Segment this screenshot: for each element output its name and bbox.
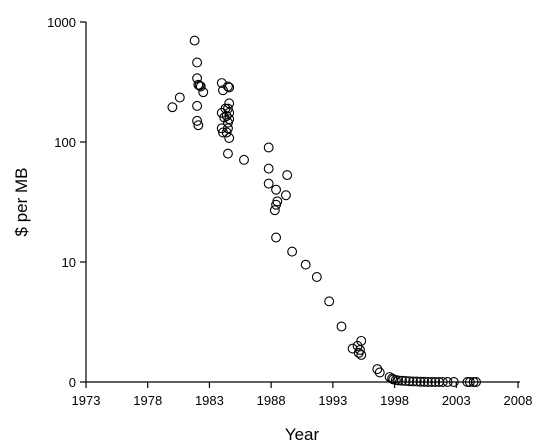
data-point <box>430 377 441 387</box>
y-tick-label: 10 <box>62 255 76 270</box>
data-point <box>192 115 203 126</box>
data-point <box>192 73 203 84</box>
x-tick-label: 1998 <box>380 393 409 408</box>
data-point <box>167 102 178 113</box>
data-points <box>167 35 481 387</box>
data-point <box>239 154 249 165</box>
data-point <box>271 199 282 210</box>
data-point <box>422 377 433 387</box>
data-point <box>324 296 335 307</box>
data-point <box>415 376 426 387</box>
y-tick-label: 0 <box>69 375 76 390</box>
data-point <box>221 127 232 138</box>
data-point <box>408 376 419 387</box>
data-point <box>189 35 200 46</box>
data-point <box>336 321 347 332</box>
data-point <box>411 376 422 387</box>
data-point <box>222 148 233 159</box>
data-point <box>198 87 209 98</box>
data-point <box>468 377 479 387</box>
data-point <box>216 78 227 88</box>
data-point <box>404 376 415 387</box>
data-point <box>419 376 430 387</box>
data-point <box>263 178 274 189</box>
data-point <box>287 246 298 257</box>
y-axis-title: $ per MB <box>12 168 31 237</box>
data-point <box>271 184 282 195</box>
data-point <box>300 259 311 270</box>
x-axis-title: Year <box>285 425 320 444</box>
data-point <box>448 377 459 387</box>
data-point <box>222 123 233 134</box>
data-point <box>271 232 282 243</box>
data-point <box>218 85 228 96</box>
data-point <box>282 170 293 181</box>
data-point <box>221 110 232 121</box>
x-tick-label: 1973 <box>72 393 101 408</box>
data-point <box>193 79 204 90</box>
data-point <box>224 98 235 109</box>
y-tick-label: 1000 <box>47 15 76 30</box>
data-point <box>426 377 437 387</box>
data-point <box>311 272 322 282</box>
data-point <box>192 100 203 111</box>
data-point <box>397 375 407 386</box>
x-tick-label: 1978 <box>133 393 162 408</box>
x-tick-label: 1993 <box>318 393 347 408</box>
data-point <box>174 92 185 103</box>
x-tick-label: 1983 <box>195 393 224 408</box>
data-point <box>192 57 203 68</box>
data-point <box>222 81 233 92</box>
data-point <box>393 375 404 386</box>
x-tick-label: 1988 <box>257 393 286 408</box>
data-point <box>222 103 233 114</box>
data-point <box>400 376 411 386</box>
data-point <box>356 350 367 360</box>
y-tick-label: 100 <box>54 135 76 150</box>
data-point <box>281 190 291 201</box>
data-point <box>353 347 364 358</box>
y-axis: 0 10 100 1000 <box>47 15 87 390</box>
data-point <box>263 142 274 153</box>
data-point <box>464 377 475 387</box>
data-point <box>471 377 481 387</box>
x-axis: 1973 1978 1983 1988 1993 1998 2003 2008 <box>72 381 533 408</box>
data-point <box>437 377 448 387</box>
data-point <box>222 117 233 128</box>
data-point <box>356 335 367 346</box>
data-point <box>442 377 453 387</box>
data-point <box>224 82 235 93</box>
data-point <box>269 205 280 216</box>
x-tick-label: 2008 <box>504 393 533 408</box>
data-point <box>372 364 383 375</box>
data-point <box>195 81 206 92</box>
data-point <box>224 107 235 118</box>
x-tick-label: 2003 <box>442 393 471 408</box>
data-point <box>224 133 235 143</box>
data-point <box>193 120 204 131</box>
data-point <box>263 163 274 174</box>
data-point <box>374 367 385 378</box>
